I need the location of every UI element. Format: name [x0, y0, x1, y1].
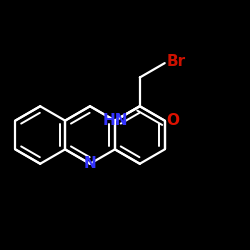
Text: O: O	[167, 113, 180, 128]
Text: N: N	[84, 156, 96, 171]
Text: HN: HN	[102, 113, 128, 128]
Text: Br: Br	[167, 54, 186, 69]
